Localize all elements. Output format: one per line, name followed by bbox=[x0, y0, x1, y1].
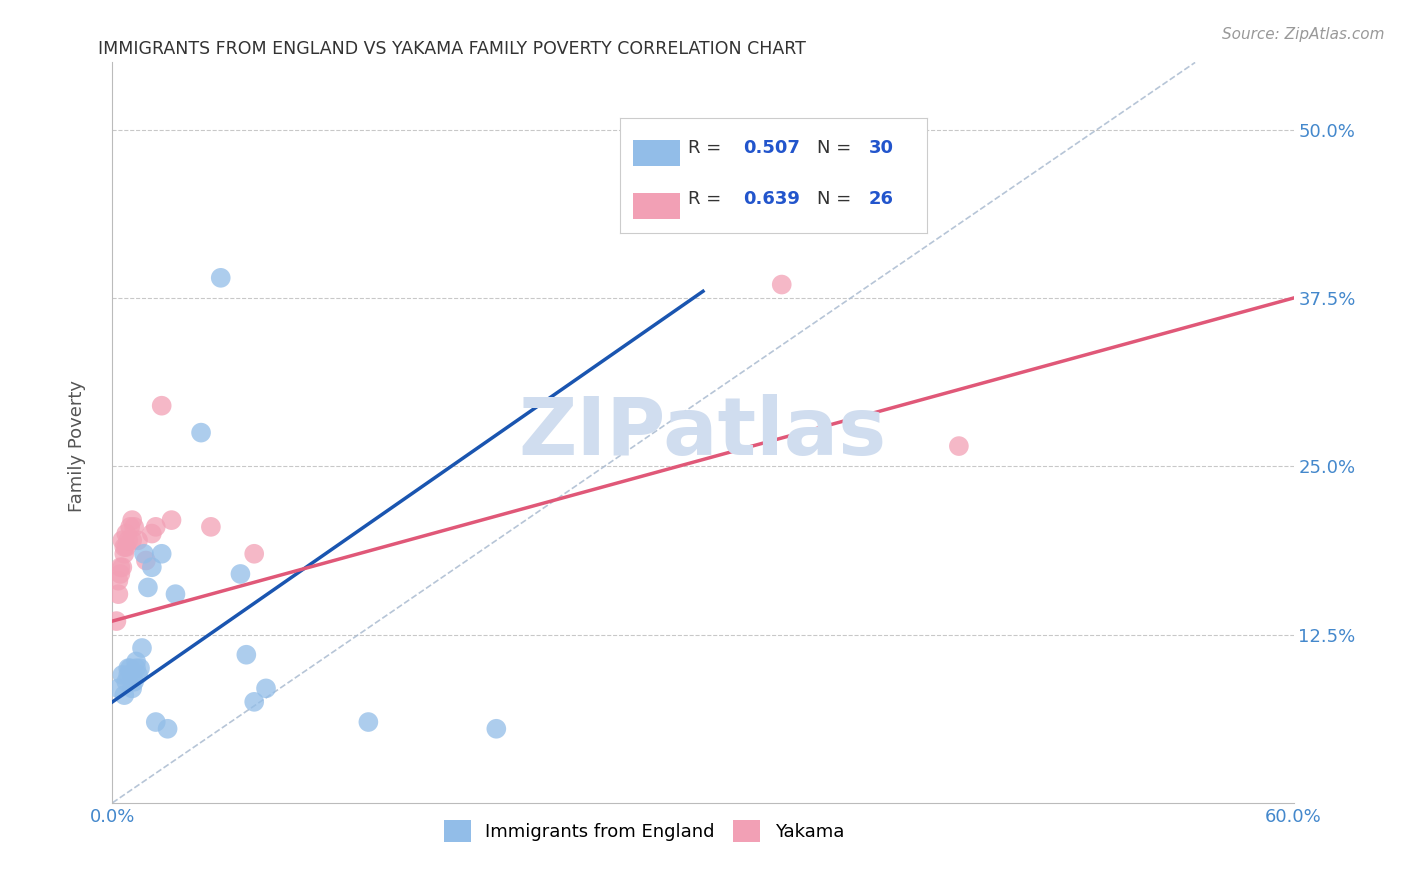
Point bbox=[141, 526, 163, 541]
Point bbox=[122, 674, 145, 689]
Point bbox=[122, 520, 145, 534]
Point bbox=[145, 714, 167, 729]
Point bbox=[229, 566, 252, 581]
Point bbox=[117, 668, 139, 682]
Point bbox=[110, 560, 132, 574]
Point bbox=[948, 439, 970, 453]
Point bbox=[120, 520, 142, 534]
Point bbox=[112, 540, 135, 554]
Point bbox=[209, 270, 232, 285]
Point bbox=[112, 547, 135, 561]
Point bbox=[136, 581, 159, 595]
Point bbox=[127, 668, 149, 682]
Point bbox=[243, 695, 266, 709]
Text: ZIPatlas: ZIPatlas bbox=[519, 393, 887, 472]
Point bbox=[115, 674, 138, 689]
Point bbox=[117, 533, 139, 548]
Point bbox=[200, 520, 222, 534]
Point bbox=[141, 560, 163, 574]
Point bbox=[115, 540, 138, 554]
Point bbox=[235, 648, 257, 662]
Text: Family Poverty: Family Poverty bbox=[69, 380, 86, 512]
Point bbox=[117, 661, 139, 675]
Point bbox=[770, 277, 793, 292]
Point bbox=[121, 668, 143, 682]
Point bbox=[485, 722, 508, 736]
Point bbox=[107, 587, 129, 601]
Point bbox=[150, 399, 173, 413]
Point bbox=[160, 513, 183, 527]
Point bbox=[111, 668, 134, 682]
Point bbox=[190, 425, 212, 440]
Point bbox=[243, 547, 266, 561]
Point bbox=[150, 547, 173, 561]
Point bbox=[121, 681, 143, 696]
Point bbox=[125, 661, 148, 675]
Point bbox=[107, 681, 129, 696]
Point bbox=[145, 520, 167, 534]
Point bbox=[110, 566, 132, 581]
Point bbox=[357, 714, 380, 729]
Point bbox=[132, 547, 155, 561]
Point bbox=[121, 533, 143, 548]
Point bbox=[115, 526, 138, 541]
Text: IMMIGRANTS FROM ENGLAND VS YAKAMA FAMILY POVERTY CORRELATION CHART: IMMIGRANTS FROM ENGLAND VS YAKAMA FAMILY… bbox=[98, 40, 806, 58]
Point bbox=[112, 688, 135, 702]
Point bbox=[120, 661, 142, 675]
Point bbox=[156, 722, 179, 736]
Point bbox=[165, 587, 187, 601]
Point bbox=[135, 553, 157, 567]
Point bbox=[129, 661, 152, 675]
Point bbox=[111, 533, 134, 548]
Legend: Immigrants from England, Yakama: Immigrants from England, Yakama bbox=[437, 813, 851, 849]
Point bbox=[107, 574, 129, 588]
Point bbox=[254, 681, 277, 696]
Point bbox=[127, 533, 149, 548]
Point bbox=[125, 655, 148, 669]
Point bbox=[111, 560, 134, 574]
Text: Source: ZipAtlas.com: Source: ZipAtlas.com bbox=[1222, 27, 1385, 42]
Point bbox=[121, 513, 143, 527]
Point bbox=[131, 640, 153, 655]
Point bbox=[105, 614, 128, 628]
